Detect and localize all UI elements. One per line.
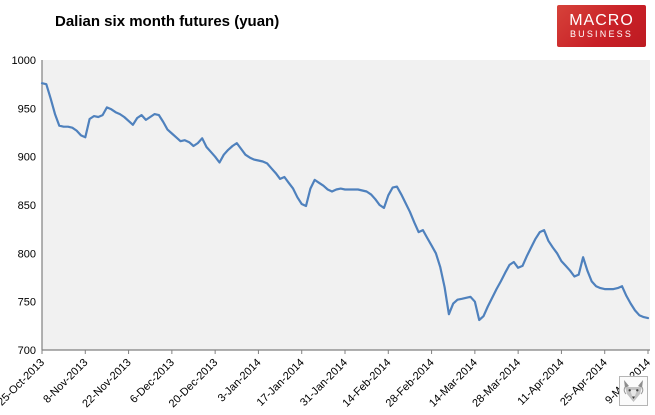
y-tick-label: 700	[18, 345, 36, 357]
x-tick-label: 25-Apr-2014	[558, 357, 610, 409]
y-tick-label: 950	[18, 103, 36, 115]
x-tick-label: 25-Oct-2013	[0, 357, 47, 409]
macrobusiness-logo: MACRO BUSINESS	[557, 5, 646, 47]
price-line	[40, 82, 650, 322]
y-tick-label: 750	[18, 297, 36, 309]
y-tick-label: 800	[18, 248, 36, 260]
plot-area	[42, 60, 650, 350]
logo-line1: MACRO	[569, 12, 634, 29]
logo-line2: BUSINESS	[569, 29, 634, 39]
y-tick-label: 900	[18, 152, 36, 164]
y-tick-label: 850	[18, 200, 36, 212]
y-tick-label: 1000	[12, 55, 36, 67]
chart-title: Dalian six month futures (yuan)	[55, 13, 280, 30]
wolf-watermark	[619, 376, 648, 406]
wolf-icon	[623, 380, 644, 402]
